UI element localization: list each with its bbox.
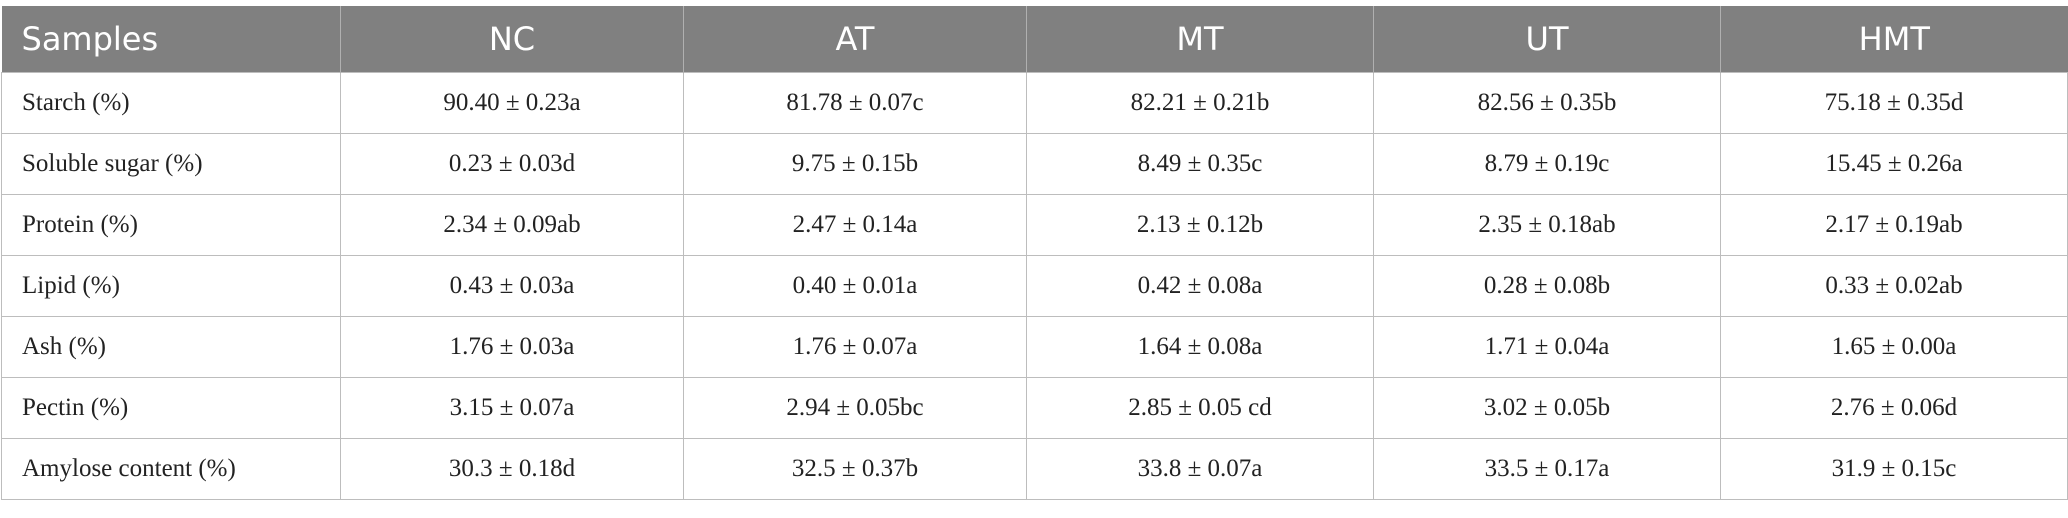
table-row: Soluble sugar (%) 0.23 ± 0.03d 9.75 ± 0.15… [1, 133, 2068, 195]
table-cell: 2.76 ± 0.06d [1720, 377, 2068, 439]
table-cell: 2.85 ± 0.05 cd [1026, 377, 1374, 439]
row-label: Soluble sugar (%) [1, 133, 341, 195]
header-row: Samples NC AT MT UT HMT [1, 6, 2068, 73]
table-cell: 8.49 ± 0.35c [1026, 133, 1374, 195]
table-cell: 75.18 ± 0.35d [1720, 72, 2068, 134]
table-row: Lipid (%) 0.43 ± 0.03a 0.40 ± 0.01a 0.42 ± … [1, 255, 2068, 317]
table-cell: 1.76 ± 0.03a [340, 316, 684, 378]
table-cell: 82.56 ± 0.35b [1373, 72, 1721, 134]
table-cell: 90.40 ± 0.23a [340, 72, 684, 134]
table-cell: 9.75 ± 0.15b [683, 133, 1027, 195]
table-cell: 2.94 ± 0.05bc [683, 377, 1027, 439]
table-cell: 0.43 ± 0.03a [340, 255, 684, 317]
table-cell: 2.13 ± 0.12b [1026, 194, 1374, 256]
table-row: Protein (%) 2.34 ± 0.09ab 2.47 ± 0.14a 2.13… [1, 194, 2068, 256]
table-cell: 30.3 ± 0.18d [340, 438, 684, 500]
header-cell: Samples [1, 6, 341, 73]
table-cell: 2.34 ± 0.09ab [340, 194, 684, 256]
table-cell: 3.15 ± 0.07a [340, 377, 684, 439]
table-cell: 1.64 ± 0.08a [1026, 316, 1374, 378]
table-cell: 82.21 ± 0.21b [1026, 72, 1374, 134]
table-cell: 0.40 ± 0.01a [683, 255, 1027, 317]
table-body: Starch (%) 90.40 ± 0.23a 81.78 ± 0.07c 82.2… [1, 72, 2068, 500]
row-label: Ash (%) [1, 316, 341, 378]
header-cell: HMT [1720, 6, 2068, 73]
table-cell: 1.65 ± 0.00a [1720, 316, 2068, 378]
header-cell: MT [1026, 6, 1374, 73]
table-cell: 15.45 ± 0.26a [1720, 133, 2068, 195]
header-cell: AT [683, 6, 1027, 73]
table-cell: 3.02 ± 0.05b [1373, 377, 1721, 439]
table-cell: 0.28 ± 0.08b [1373, 255, 1721, 317]
table-cell: 0.33 ± 0.02ab [1720, 255, 2068, 317]
data-table: Samples NC AT MT UT HMT Starch (%) 90.40 ± 0.2… [1, 6, 2068, 500]
row-label: Lipid (%) [1, 255, 341, 317]
table-cell: 81.78 ± 0.07c [683, 72, 1027, 134]
table-cell: 2.47 ± 0.14a [683, 194, 1027, 256]
table-row: Amylose content (%) 30.3 ± 0.18d 32.5 ± 0.… [1, 438, 2068, 500]
header-cell: NC [340, 6, 684, 73]
table-cell: 1.76 ± 0.07a [683, 316, 1027, 378]
row-label: Protein (%) [1, 194, 341, 256]
table-cell: 33.8 ± 0.07a [1026, 438, 1374, 500]
table-row: Pectin (%) 3.15 ± 0.07a 2.94 ± 0.05bc 2.85 … [1, 377, 2068, 439]
table-cell: 1.71 ± 0.04a [1373, 316, 1721, 378]
row-label: Pectin (%) [1, 377, 341, 439]
header-cell: UT [1373, 6, 1721, 73]
table-cell: 2.35 ± 0.18ab [1373, 194, 1721, 256]
table-cell: 8.79 ± 0.19c [1373, 133, 1721, 195]
table-cell: 33.5 ± 0.17a [1373, 438, 1721, 500]
row-label: Amylose content (%) [1, 438, 341, 500]
table-cell: 2.17 ± 0.19ab [1720, 194, 2068, 256]
table-row: Starch (%) 90.40 ± 0.23a 81.78 ± 0.07c 82.2… [1, 72, 2068, 134]
table-cell: 0.23 ± 0.03d [340, 133, 684, 195]
table-row: Ash (%) 1.76 ± 0.03a 1.76 ± 0.07a 1.64 ± 0.… [1, 316, 2068, 378]
row-label: Starch (%) [1, 72, 341, 134]
table-cell: 31.9 ± 0.15c [1720, 438, 2068, 500]
table-cell: 0.42 ± 0.08a [1026, 255, 1374, 317]
table-cell: 32.5 ± 0.37b [683, 438, 1027, 500]
